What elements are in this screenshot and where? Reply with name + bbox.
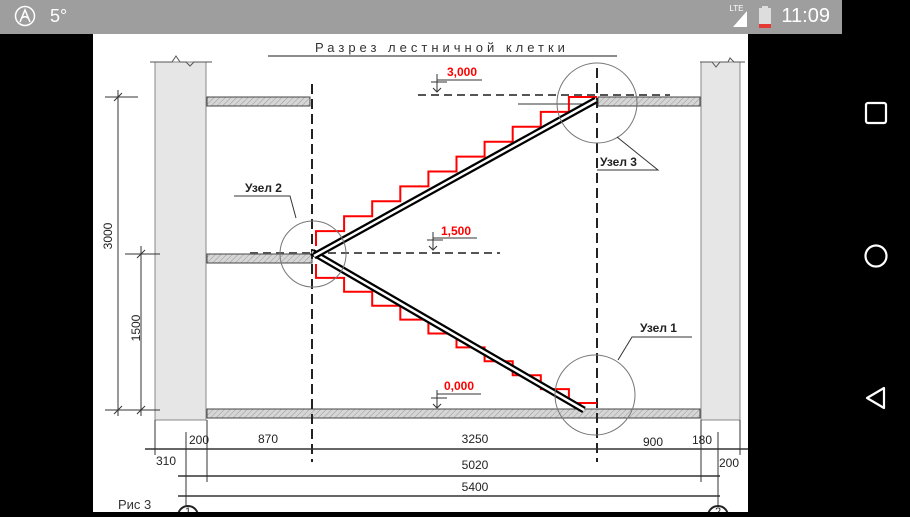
right-wall-break <box>700 57 745 68</box>
drawing-page: Разрез лестничной клетки <box>93 34 748 517</box>
staircase-section-drawing: Разрез лестничной клетки <box>101 40 748 517</box>
dim-870: 870 <box>258 432 278 446</box>
recents-square-icon[interactable] <box>864 101 888 125</box>
vertical-dimension-3000 <box>105 90 160 416</box>
temperature-text: 5° <box>50 5 68 26</box>
slab-floor <box>206 408 701 419</box>
node-1-leader <box>617 336 692 361</box>
left-wall <box>154 61 207 421</box>
lte-signal-icon: LTE <box>729 4 749 27</box>
status-bar: 5° LTE 11:09 <box>0 0 842 34</box>
document-viewer[interactable]: Разрез лестничной клетки <box>0 34 842 517</box>
back-triangle-icon[interactable] <box>864 386 888 410</box>
node-1-label: Узел 1 <box>640 321 677 335</box>
node-3-leader <box>597 136 660 171</box>
node-2-leader <box>234 195 297 219</box>
dim-180: 180 <box>692 433 712 447</box>
home-circle-icon[interactable] <box>864 244 888 268</box>
node-3-label: Узел 3 <box>600 155 637 169</box>
node-2-circle <box>279 220 347 288</box>
dim-5400: 5400 <box>462 480 489 494</box>
navigation-bar <box>842 0 910 512</box>
lower-flight <box>310 248 586 414</box>
dim-200-right: 200 <box>719 456 739 470</box>
right-wall <box>700 61 741 421</box>
dim-200-left: 200 <box>189 433 209 447</box>
level-mark-bottom: 0,000 <box>431 379 481 409</box>
upper-flight <box>312 96 598 260</box>
figure-caption: Рис 3 <box>118 497 151 512</box>
dim-3000: 3000 <box>101 222 115 249</box>
axis-label-2: 2 <box>715 506 721 512</box>
battery-icon <box>759 5 772 28</box>
dim-5020: 5020 <box>462 458 489 472</box>
slab-top-right <box>597 96 701 107</box>
drawing-title: Разрез лестничной клетки <box>315 40 569 55</box>
weather-app-icon <box>14 5 36 27</box>
dim-3250: 3250 <box>462 432 489 446</box>
node-1-circle <box>554 354 636 436</box>
slab-top-left <box>206 96 311 107</box>
vertical-dimension-1500 <box>125 246 160 416</box>
level-mark-top: 3,000 <box>431 65 482 93</box>
left-wall-break <box>150 55 212 67</box>
bottom-dimension-lines <box>145 420 748 512</box>
node-2-label: Узел 2 <box>245 181 282 195</box>
axis-label-1: 1 <box>185 506 191 512</box>
svg-text:1,500: 1,500 <box>441 224 471 238</box>
dim-1500: 1500 <box>129 314 143 341</box>
upper-flight-steps <box>315 96 597 246</box>
svg-text:0,000: 0,000 <box>444 379 474 393</box>
svg-text:3,000: 3,000 <box>447 65 477 79</box>
dim-310: 310 <box>156 454 176 468</box>
slab-mid-landing <box>206 253 313 264</box>
clock: 11:09 <box>781 5 830 27</box>
node-3-circle <box>556 62 638 144</box>
dim-900: 900 <box>643 435 663 449</box>
stair-steps <box>315 96 597 404</box>
level-mark-mid: 1,500 <box>427 224 477 251</box>
